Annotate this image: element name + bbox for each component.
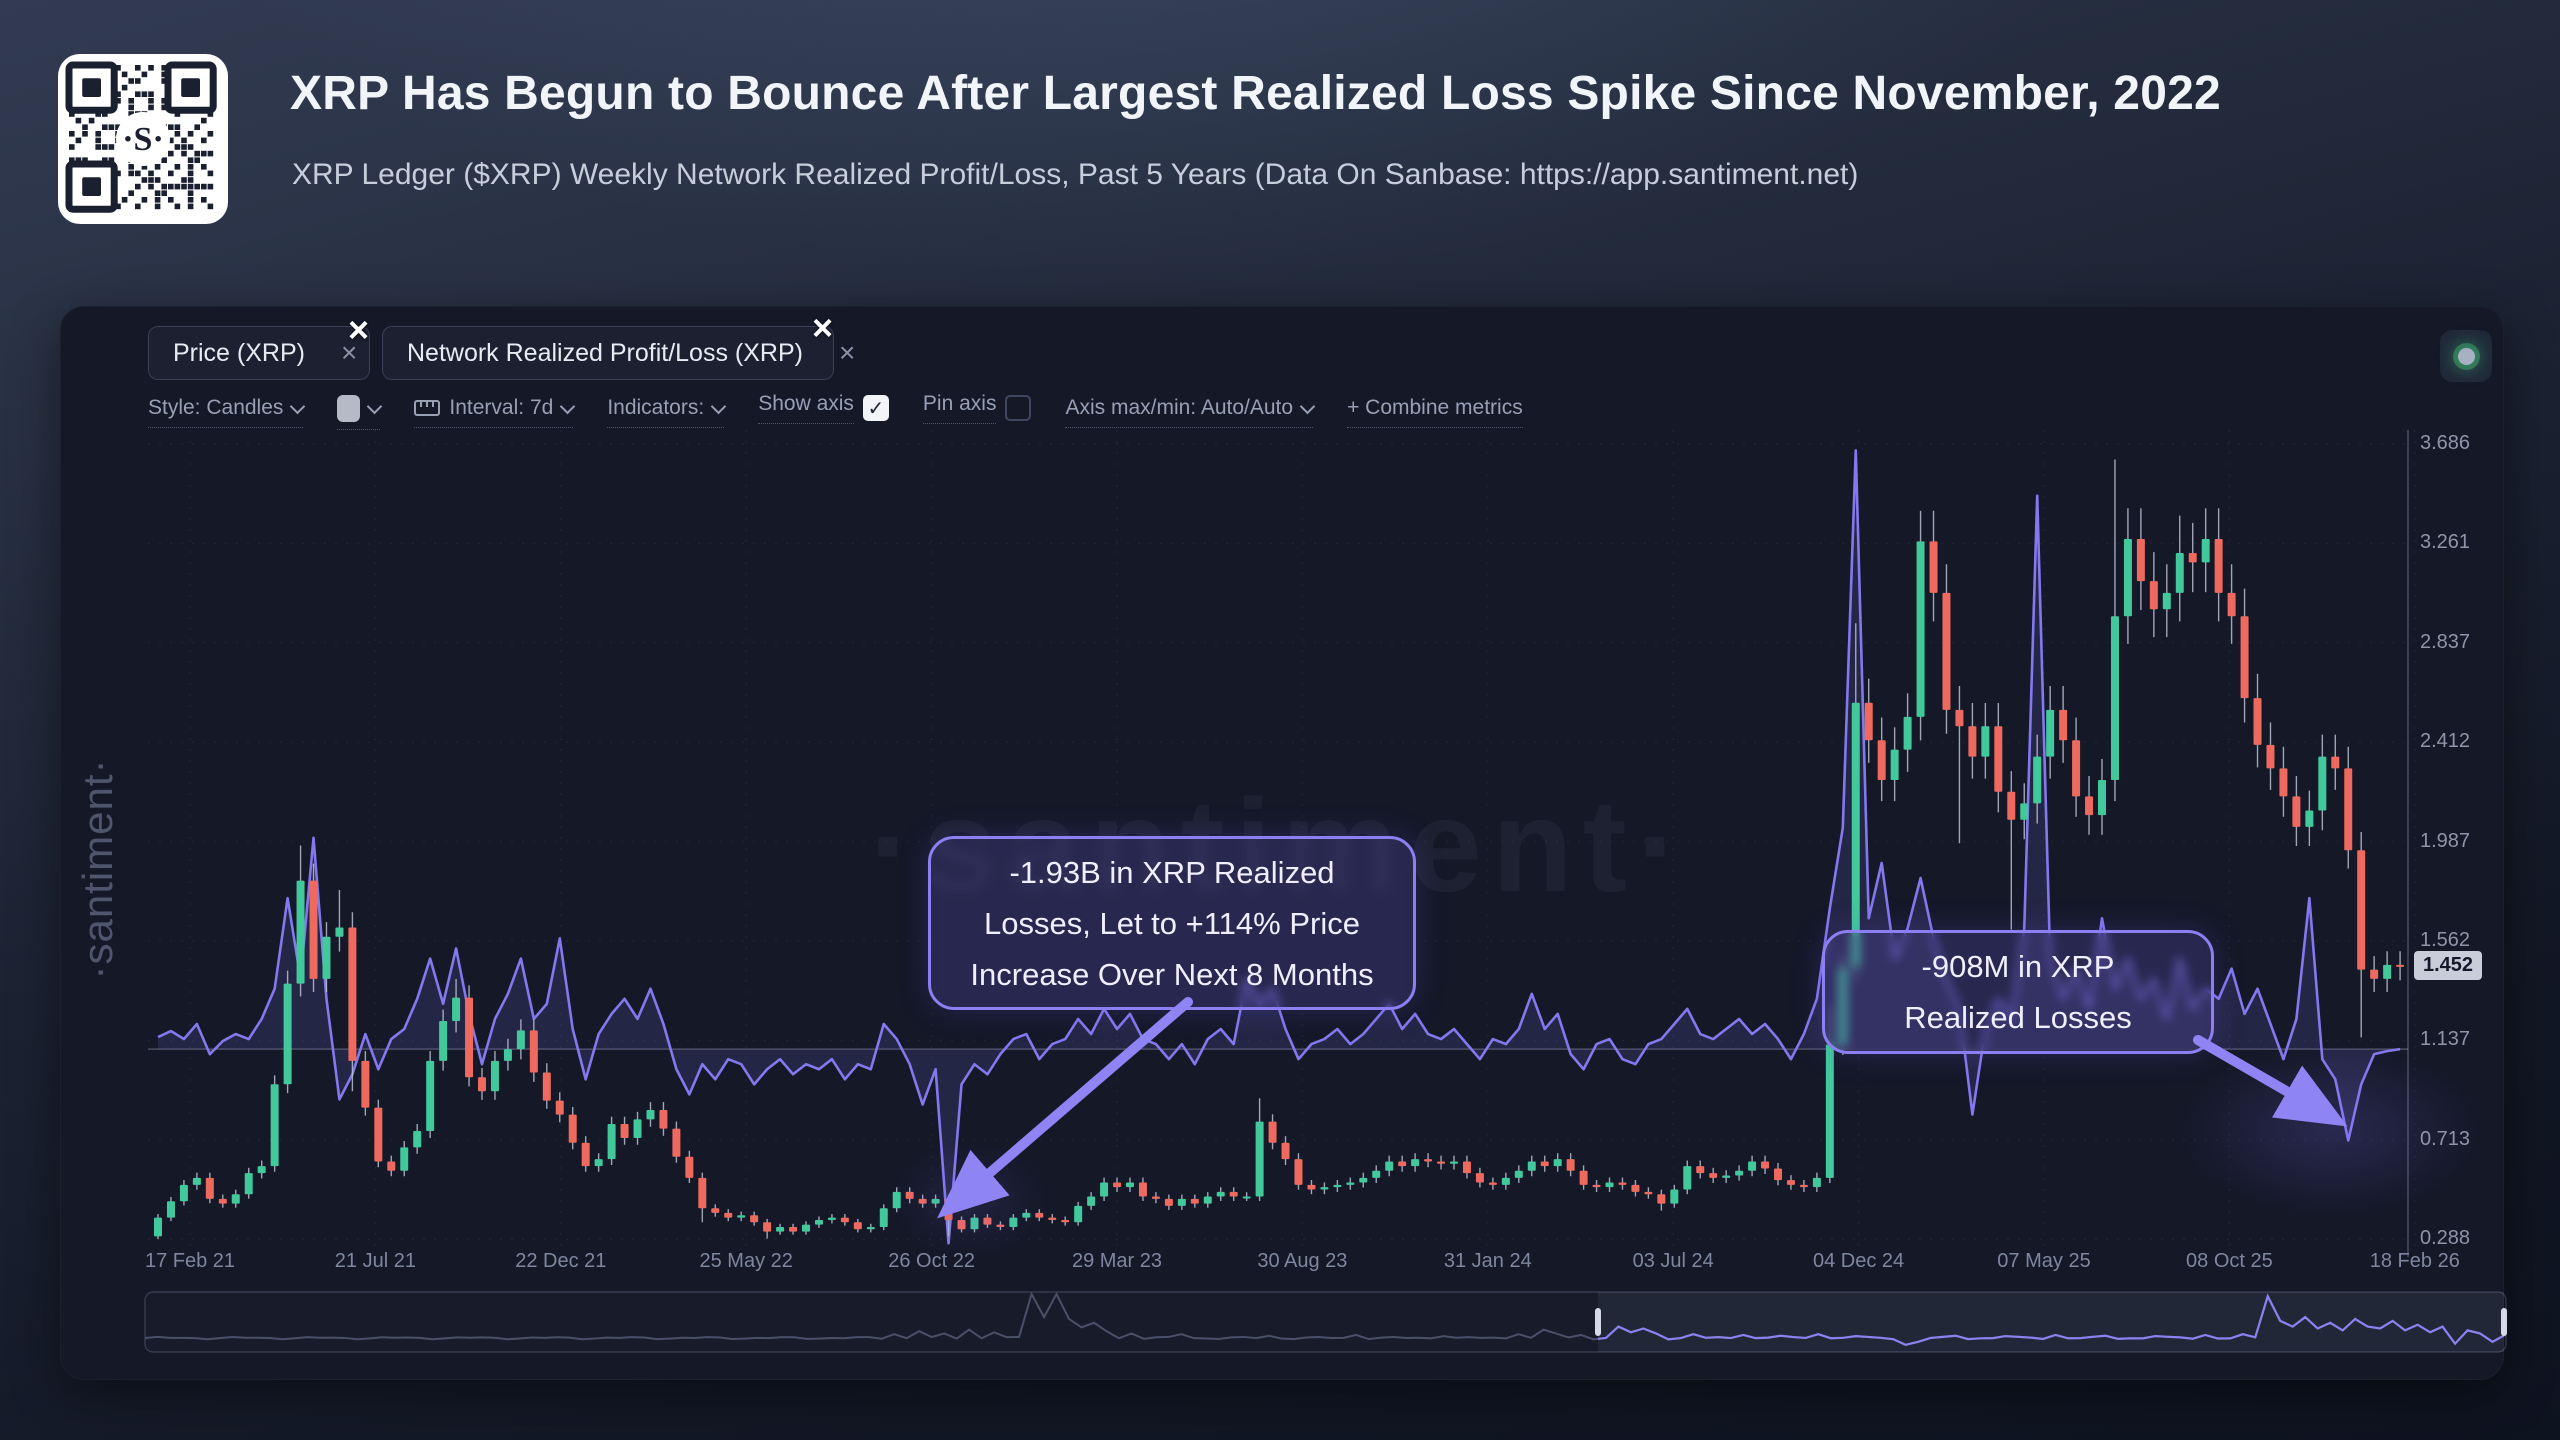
pin-axis-toggle[interactable]: Pin axis <box>922 392 1032 432</box>
color-swatch-selector[interactable] <box>337 394 383 430</box>
live-status-button[interactable] <box>2440 330 2492 382</box>
close-icon[interactable]: × <box>838 337 856 368</box>
y-axis-tick-label: 2.412 <box>2420 730 2471 753</box>
x-axis-tick-label: 03 Jul 24 <box>1632 1250 1714 1272</box>
navigator[interactable] <box>144 1291 2507 1353</box>
metric-chip-label: Network Realized Profit/Loss (XRP) <box>407 338 803 367</box>
y-axis-tick-label: 3.686 <box>2420 432 2471 454</box>
indicators-selector[interactable]: Indicators: <box>607 396 727 428</box>
close-icon[interactable]: × <box>340 337 358 368</box>
x-axis-tick-label: 22 Dec 21 <box>515 1250 607 1272</box>
x-axis-tick-label: 18 Feb 26 <box>2369 1250 2460 1272</box>
remove-metric-close-icon[interactable]: × <box>348 309 370 350</box>
annotation-line: Increase Over Next 8 Months <box>970 956 1374 992</box>
y-axis-tick-label: 1.137 <box>2420 1028 2471 1051</box>
x-axis-tick-label: 29 Mar 23 <box>1071 1250 1163 1272</box>
remove-metric-close-icon[interactable]: × <box>812 307 834 348</box>
svg-text:·S·: ·S· <box>122 121 164 158</box>
axis-maxmin-selector[interactable]: Axis max/min: Auto/Auto <box>1065 396 1316 428</box>
page-subtitle: XRP Ledger ($XRP) Weekly Network Realize… <box>292 158 1859 191</box>
x-axis-tick-label: 30 Aug 23 <box>1257 1250 1348 1272</box>
metric-chip-realized-pl[interactable]: Network Realized Profit/Loss (XRP) × <box>382 326 855 380</box>
chart-toolbar: Style: Candles Interval: 7d Indicators: … <box>148 392 1523 432</box>
annotation-line: -908M in XRP <box>1921 949 2115 984</box>
y-axis-tick-label: 0.713 <box>2420 1127 2471 1150</box>
candles <box>154 459 2405 1240</box>
checkbox-checked-icon[interactable]: ✓ <box>862 395 889 421</box>
x-axis-tick-label: 04 Dec 24 <box>1813 1250 1905 1272</box>
show-axis-toggle[interactable]: Show axis ✓ <box>758 392 889 432</box>
x-axis-tick-label: 08 Oct 25 <box>2186 1250 2273 1272</box>
annotation-realized-loss-2022[interactable]: -1.93B in XRP Realized Losses, Let to +1… <box>928 836 1416 1010</box>
interval-selector[interactable]: Interval: 7d <box>414 396 576 428</box>
last-price-badge: 1.452 <box>2414 950 2483 980</box>
annotation-realized-loss-2026[interactable]: -908M in XRP Realized Losses <box>1822 930 2214 1054</box>
x-axis-tick-label: 21 Jul 21 <box>334 1250 416 1272</box>
annotation-line: Realized Losses <box>1904 1000 2132 1035</box>
y-axis-tick-label: 1.987 <box>2420 829 2471 852</box>
color-swatch-icon <box>337 394 361 422</box>
page-title: XRP Has Begun to Bounce After Largest Re… <box>290 67 2221 120</box>
y-axis-tick-label: 1.562 <box>2420 929 2471 952</box>
annotation-line: Losses, Let to +114% Price <box>984 905 1360 941</box>
x-axis-tick-label: 25 May 22 <box>699 1250 793 1272</box>
y-axis-tick-label: 3.261 <box>2420 531 2471 554</box>
combine-metrics-button[interactable]: + Combine metrics <box>1347 396 1523 428</box>
ruler-icon <box>414 400 441 416</box>
metric-chip-label: Price (XRP) <box>173 338 305 367</box>
navigator-series-selected <box>1598 1293 2504 1346</box>
navigator-selection[interactable] <box>1598 1292 2504 1352</box>
navigator-handle-right[interactable] <box>2501 1308 2507 1336</box>
checkbox-unchecked-icon[interactable] <box>1005 395 1032 421</box>
x-axis-tick-label: 07 May 25 <box>1997 1250 2091 1272</box>
style-selector[interactable]: Style: Candles <box>148 396 306 428</box>
y-axis-tick-label: 2.837 <box>2420 630 2471 653</box>
x-axis-tick-label: 26 Oct 22 <box>888 1250 975 1272</box>
y-axis-tick-label: 0.288 <box>2420 1227 2471 1250</box>
x-axis-tick-label: 17 Feb 21 <box>144 1250 236 1272</box>
metric-chip-price[interactable]: Price (XRP) × <box>148 326 370 380</box>
qr-pattern: ·S· <box>65 61 217 213</box>
navigator-handle-left[interactable] <box>1595 1308 1601 1336</box>
live-status-dot-icon <box>2457 347 2475 365</box>
x-axis-tick-label: 31 Jan 24 <box>1443 1250 1532 1272</box>
qr-code: ·S· <box>58 54 228 224</box>
annotation-line: -1.93B in XRP Realized <box>1009 854 1335 890</box>
